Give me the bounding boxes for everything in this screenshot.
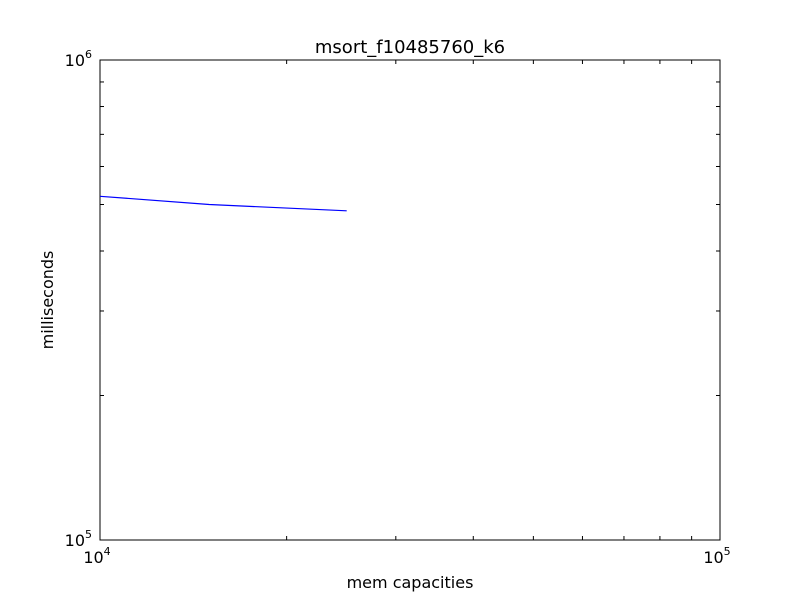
series-group — [99, 195, 347, 212]
plot-area — [99, 59, 721, 541]
y-tick-label: 106 — [65, 48, 92, 70]
chart-title: msort_f10485760_k6 — [315, 37, 505, 58]
x-tick-label: 105 — [703, 545, 730, 567]
x-tick-label: 104 — [83, 545, 110, 567]
major-ticks — [99, 59, 721, 541]
y-tick-label: 105 — [65, 528, 92, 550]
minor-ticks — [100, 60, 720, 540]
y-axis-label: milliseconds — [38, 251, 57, 350]
x-axis-label: mem capacities — [347, 573, 474, 592]
series-line-0 — [99, 195, 347, 212]
